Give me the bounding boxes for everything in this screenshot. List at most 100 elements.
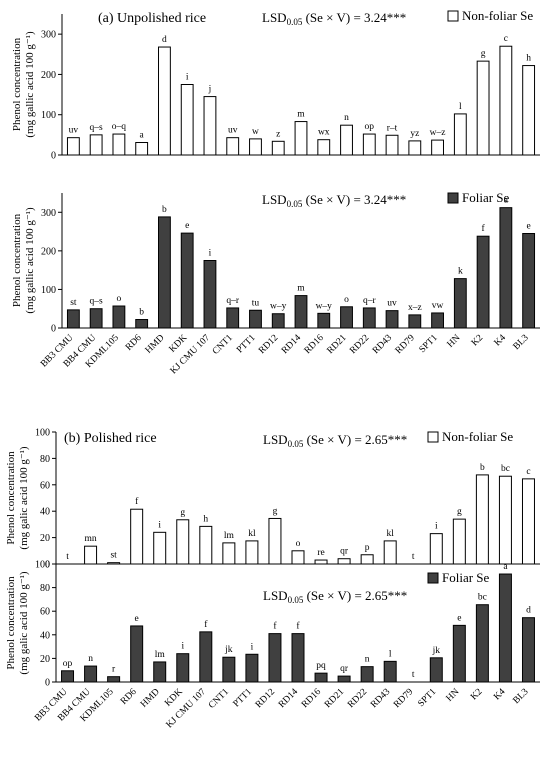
y-tick-label: 80: [40, 454, 50, 465]
significance-letter: yz: [410, 129, 419, 139]
significance-letter: i: [251, 642, 254, 652]
bar-rd22: [362, 307, 376, 329]
bar-kj-cmu-107: [203, 96, 217, 156]
y-tick-label: 20: [40, 654, 50, 665]
bar-k4: [499, 207, 513, 329]
bar-bl3: [521, 617, 535, 683]
significance-letter: m: [297, 284, 305, 294]
bar-spt1: [429, 657, 443, 683]
x-category-label: RD6: [124, 333, 144, 353]
bar-kdk: [180, 232, 194, 329]
bar-hmd: [153, 531, 167, 565]
significance-letter: r: [112, 665, 116, 675]
bar-hmd: [158, 46, 171, 156]
y-axis-label: Phenol concentration(mg galic acid 100 g…: [5, 571, 30, 675]
significance-letter: m: [297, 110, 305, 120]
significance-letter: q–r: [363, 296, 377, 306]
bar-ptt1: [249, 138, 262, 156]
bar-bl3: [521, 478, 535, 565]
significance-letter: e: [527, 222, 531, 232]
bar-rd79: [408, 314, 422, 329]
bar-kj-cmu-107: [203, 260, 217, 329]
bar-rd6: [135, 142, 149, 156]
bar-rd6: [130, 508, 144, 565]
x-category-label: SPT1: [416, 687, 438, 709]
significance-letter: g: [273, 506, 278, 516]
bar-rd43: [385, 134, 399, 156]
significance-letter: re: [317, 548, 324, 558]
significance-letter: h: [526, 54, 531, 64]
significance-letter: b: [139, 308, 144, 318]
y-axis-label: Phenol concentration(mg gallic acid 100 …: [11, 207, 36, 314]
bar-bb3-cmu: [66, 309, 80, 329]
lsd-annotation: LSD0.05 (Se × V) = 3.24***: [262, 10, 406, 27]
bar-rd6: [135, 319, 149, 329]
bar-rd14: [291, 550, 305, 565]
bar-kj-cmu-107: [199, 631, 213, 683]
bar-k2: [476, 235, 490, 329]
significance-letter: f: [273, 621, 277, 632]
bar-cnt1: [222, 542, 236, 565]
significance-letter: bc: [501, 464, 510, 474]
bar-cnt1: [226, 307, 240, 329]
significance-letter: l: [459, 102, 462, 112]
significance-letter: o: [296, 539, 301, 549]
bar-ptt1: [249, 309, 262, 329]
significance-letter: a: [504, 196, 509, 206]
significance-letter: vw: [432, 301, 444, 311]
significance-letter: w–z: [430, 128, 446, 138]
bar-hn: [452, 518, 466, 565]
x-category-label: CNT1: [211, 333, 235, 357]
x-category-label: HMD: [144, 333, 167, 356]
bar-k2: [475, 474, 489, 565]
bar-hmd: [153, 661, 167, 683]
significance-letter: jk: [432, 646, 441, 656]
bar-k2: [476, 60, 490, 156]
y-tick-label: 0: [51, 151, 56, 162]
significance-letter: lm: [155, 650, 166, 660]
significance-letter: i: [435, 522, 438, 532]
y-tick-label: 0: [45, 678, 50, 689]
x-category-label: RD22: [348, 333, 371, 356]
x-category-label: PTT1: [235, 333, 258, 356]
lsd-annotation: LSD0.05 (Se × V) = 3.24***: [262, 192, 406, 209]
legend-swatch: [447, 10, 459, 22]
y-tick-label: 100: [35, 560, 50, 571]
significance-letter: st: [110, 551, 117, 561]
significance-letter: t: [412, 670, 415, 680]
bar-kj-cmu-107: [199, 525, 213, 565]
bar-k4: [498, 573, 512, 683]
panel-title: (a) Unpolished rice: [98, 11, 206, 26]
bar-rd14: [291, 633, 305, 683]
y-tick-label: 200: [41, 70, 56, 81]
y-tick-label: 20: [40, 533, 50, 544]
bar-k2: [475, 604, 489, 683]
significance-letter: i: [158, 520, 161, 530]
significance-letter: n: [88, 654, 93, 664]
legend-label: Foliar Se: [462, 190, 510, 205]
x-category-label: RD21: [326, 333, 349, 356]
bar-kdml105: [112, 305, 126, 329]
x-category-label: RD6: [119, 687, 139, 707]
y-tick-label: 100: [35, 428, 50, 439]
significance-letter: kl: [386, 529, 394, 539]
significance-letter: o: [117, 294, 122, 304]
bar-kdk: [180, 84, 194, 156]
bar-kdml105: [107, 562, 121, 565]
significance-letter: w–y: [270, 302, 287, 312]
significance-letter: f: [204, 619, 208, 630]
significance-letter: uv: [387, 299, 397, 309]
x-category-label: SPT1: [418, 333, 440, 355]
bar-spt1: [429, 533, 443, 565]
chart-panel-4: 0 20 40 60 80 100 Phenol concentration(mg gali…: [5, 560, 540, 730]
significance-letter: d: [526, 606, 531, 616]
significance-letter: g: [457, 507, 462, 517]
significance-letter: uv: [228, 126, 238, 136]
y-tick-label: 60: [40, 607, 50, 618]
significance-letter: t: [412, 552, 415, 562]
x-category-label: RD16: [300, 687, 323, 710]
x-category-label: K4: [493, 333, 508, 348]
bar-rd12: [268, 633, 282, 683]
bar-hn: [452, 624, 466, 683]
significance-letter: c: [526, 467, 530, 477]
